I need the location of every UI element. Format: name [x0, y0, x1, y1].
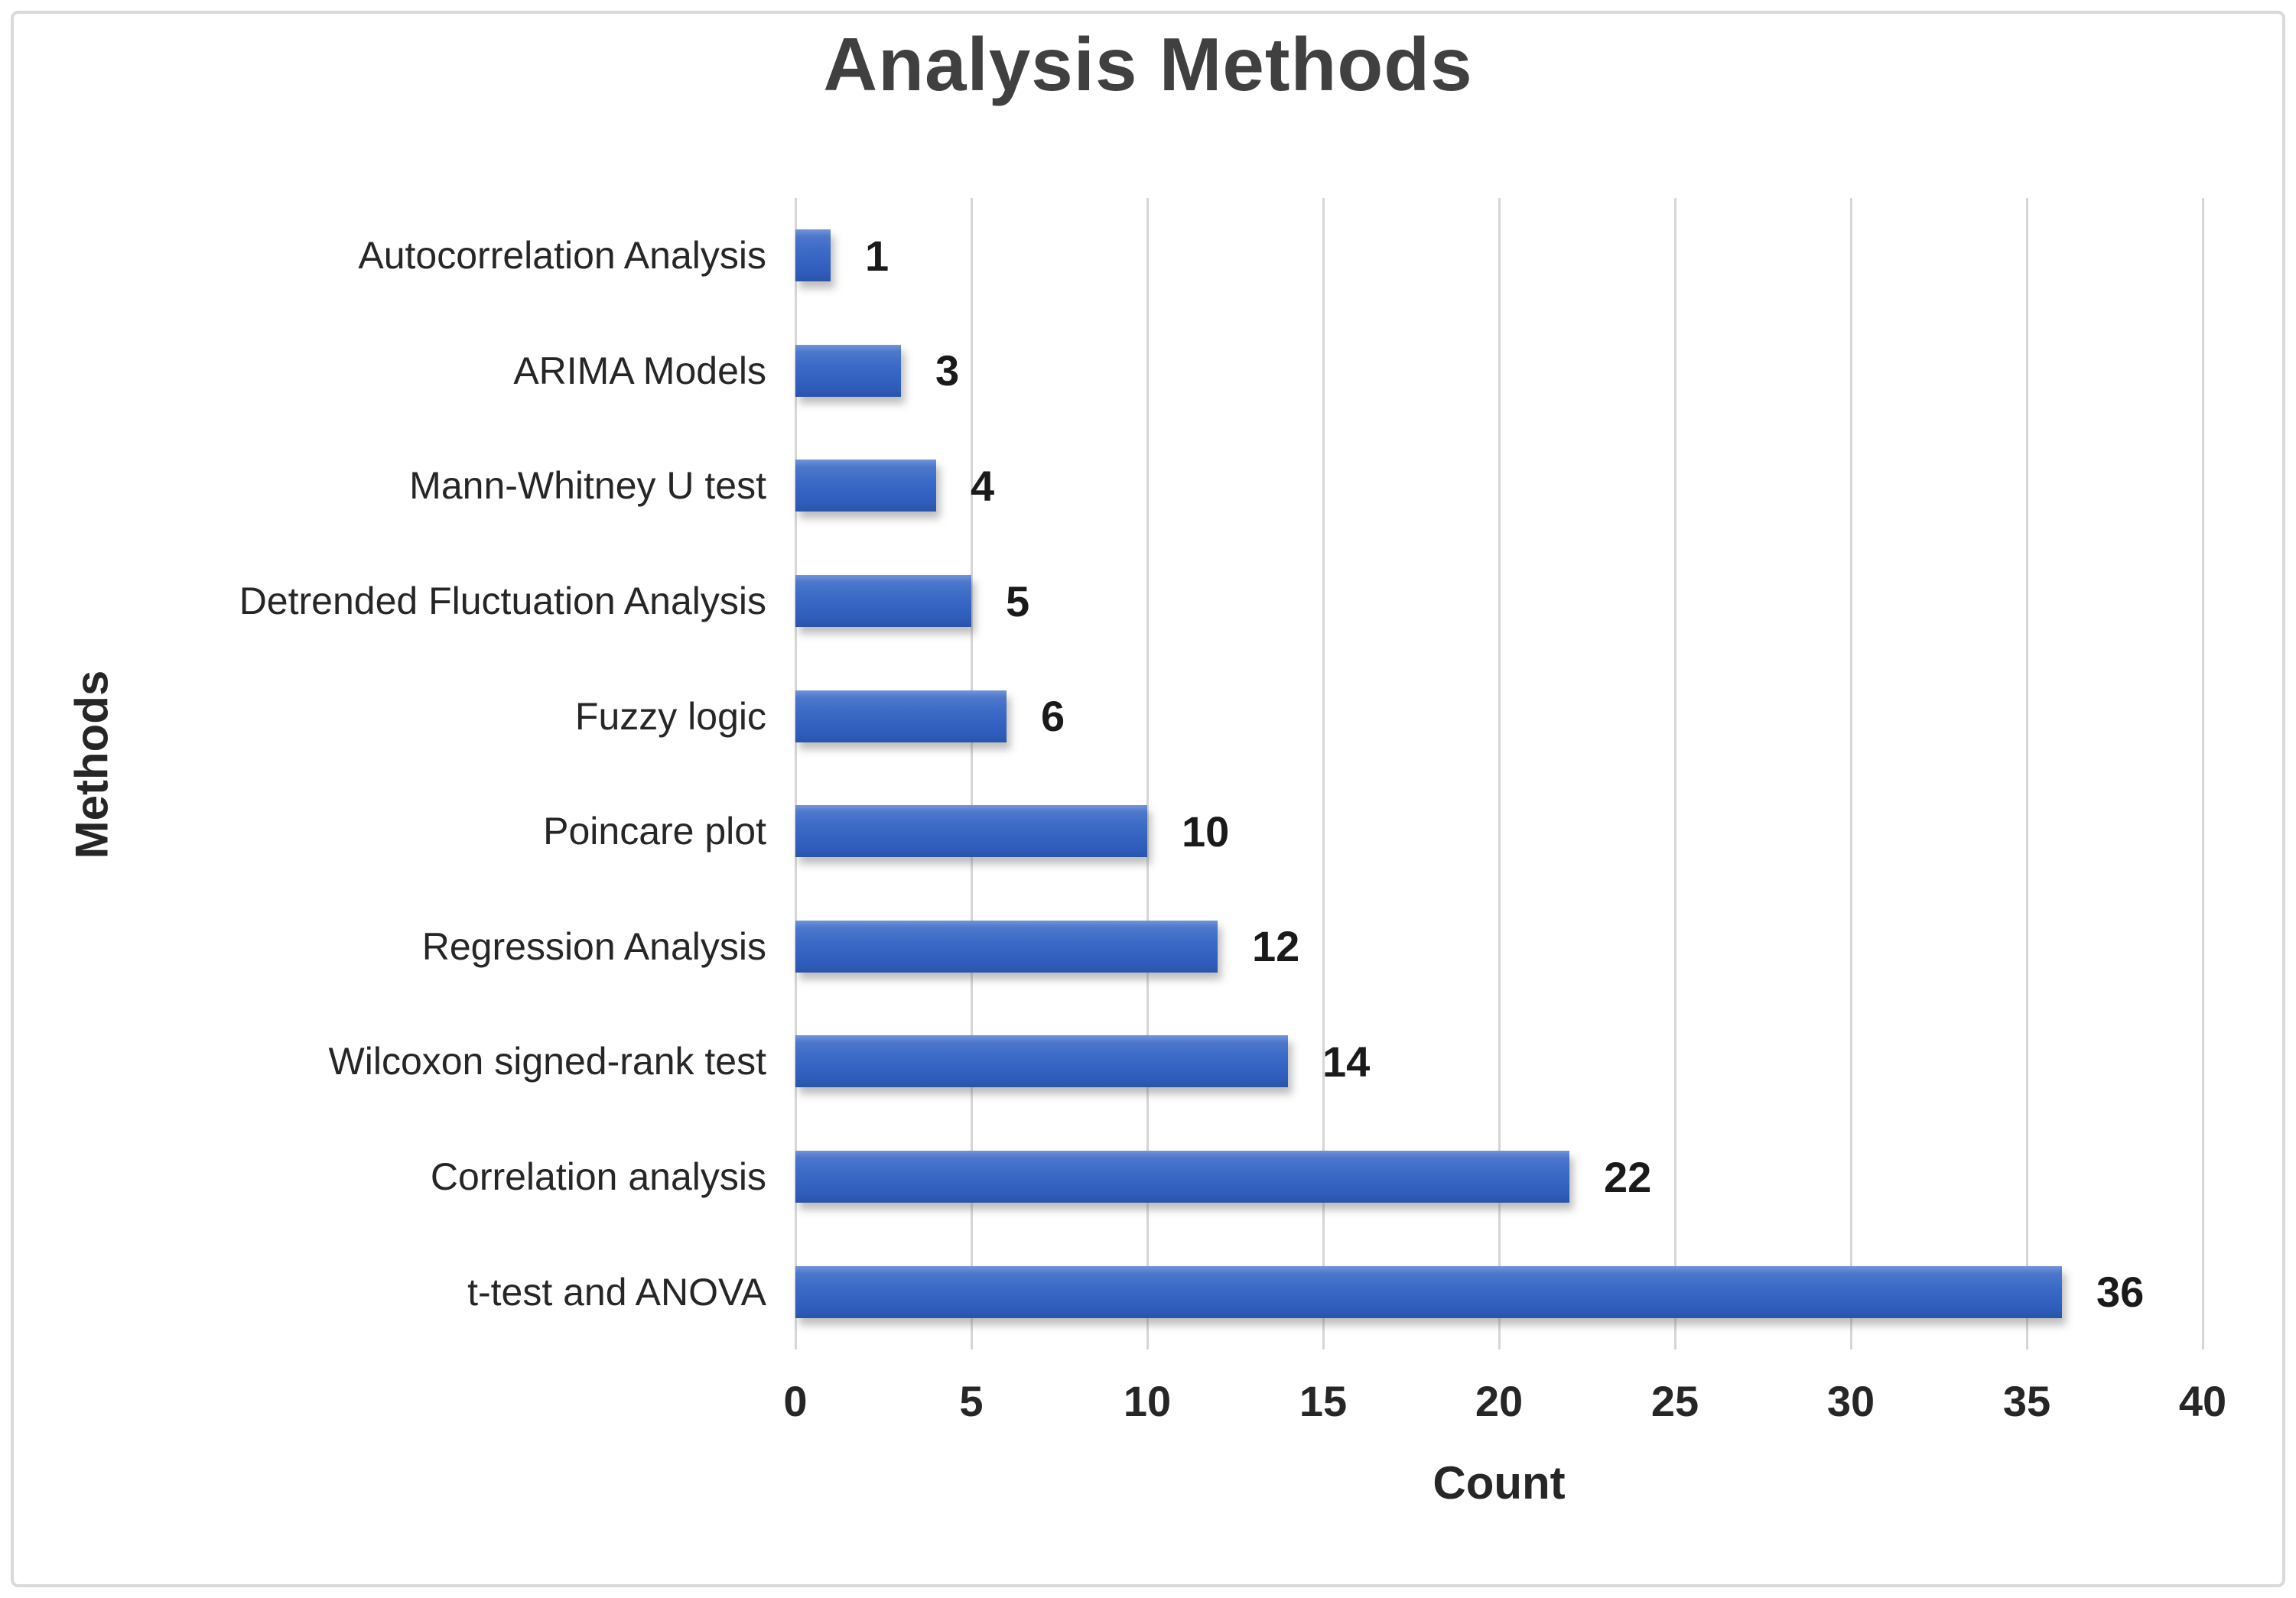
- gridline: [1146, 198, 1149, 1350]
- category-row: ARIMA Models: [0, 313, 766, 429]
- value-label: 6: [1041, 692, 1065, 741]
- category-axis: Autocorrelation Analysis ARIMA Models Mann…: [0, 198, 766, 1350]
- category-label: Correlation analysis: [430, 1155, 766, 1199]
- gridline: [794, 198, 797, 1350]
- gridline: [1498, 198, 1501, 1350]
- bar-row: 36: [795, 1234, 2203, 1350]
- x-tick-label: 30: [1826, 1377, 1875, 1425]
- category-row: t-test and ANOVA: [0, 1234, 766, 1350]
- value-label: 1: [865, 231, 889, 280]
- bar: [795, 1265, 2062, 1318]
- bar: [795, 460, 936, 512]
- value-label: 4: [971, 461, 995, 510]
- bar-row: 3: [795, 313, 2203, 429]
- gridline: [2201, 198, 2204, 1350]
- bar-row: 14: [795, 1004, 2203, 1119]
- x-tick-label: 15: [1299, 1377, 1348, 1425]
- bar: [795, 690, 1007, 742]
- bar: [795, 805, 1147, 858]
- x-tick-label: 25: [1650, 1377, 1699, 1425]
- value-label: 10: [1182, 807, 1230, 856]
- category-label: t-test and ANOVA: [467, 1270, 766, 1314]
- category-row: Fuzzy logic: [0, 658, 766, 774]
- bar: [795, 344, 901, 397]
- gridline: [970, 198, 973, 1350]
- category-row: Wilcoxon signed-rank test: [0, 1004, 766, 1119]
- x-axis-ticks: 0 5 10 15 20 25 30 35 40: [783, 1376, 2226, 1430]
- gridline: [1849, 198, 1852, 1350]
- plot-area: 1 3 4 5 6 10 12 14 22 36: [794, 198, 2204, 1350]
- category-row: Poincare plot: [0, 774, 766, 889]
- category-row: Correlation analysis: [0, 1119, 766, 1235]
- bar: [795, 920, 1218, 973]
- x-tick-label: 5: [959, 1377, 984, 1425]
- value-label: 14: [1322, 1037, 1371, 1086]
- category-label: Regression Analysis: [421, 924, 766, 968]
- x-tick-label: 40: [2178, 1377, 2227, 1425]
- category-label: Poincare plot: [543, 810, 766, 853]
- category-row: Regression Analysis: [0, 889, 766, 1005]
- bar: [795, 1151, 1569, 1203]
- bar-row: 10: [795, 774, 2203, 889]
- bar: [795, 229, 831, 282]
- bar-row: 22: [795, 1119, 2203, 1235]
- gridline: [2025, 198, 2028, 1350]
- category-label: ARIMA Models: [513, 349, 766, 392]
- category-row: Detrended Fluctuation Analysis: [0, 544, 766, 659]
- category-row: Mann-Whitney U test: [0, 428, 766, 544]
- bar: [795, 575, 971, 628]
- category-label: Mann-Whitney U test: [409, 464, 766, 508]
- category-label: Detrended Fluctuation Analysis: [239, 580, 766, 623]
- bar-row: 1: [795, 198, 2203, 313]
- chart-title: Analysis Methods: [823, 22, 1473, 106]
- x-tick-label: 10: [1123, 1377, 1172, 1425]
- value-label: 12: [1252, 922, 1300, 971]
- bar: [795, 1035, 1288, 1088]
- value-label: 5: [1006, 577, 1030, 625]
- category-label: Fuzzy logic: [574, 694, 766, 738]
- bar-row: 5: [795, 544, 2203, 659]
- x-tick-label: 0: [783, 1377, 808, 1425]
- category-row: Autocorrelation Analysis: [0, 198, 766, 313]
- bar-row: 12: [795, 889, 2203, 1005]
- gridline: [1322, 198, 1325, 1350]
- value-label: 22: [1604, 1152, 1652, 1201]
- gridline: [1673, 198, 1676, 1350]
- category-label: Autocorrelation Analysis: [358, 234, 766, 278]
- value-label: 36: [2096, 1268, 2145, 1317]
- bar-row: 4: [795, 428, 2203, 544]
- category-label: Wilcoxon signed-rank test: [328, 1040, 766, 1083]
- x-tick-label: 20: [1475, 1377, 1524, 1425]
- x-axis-title: Count: [1433, 1457, 1566, 1509]
- value-label: 3: [935, 346, 960, 395]
- y-axis-title: Methods: [66, 670, 118, 859]
- x-tick-label: 35: [2002, 1377, 2051, 1425]
- bar-row: 6: [795, 658, 2203, 774]
